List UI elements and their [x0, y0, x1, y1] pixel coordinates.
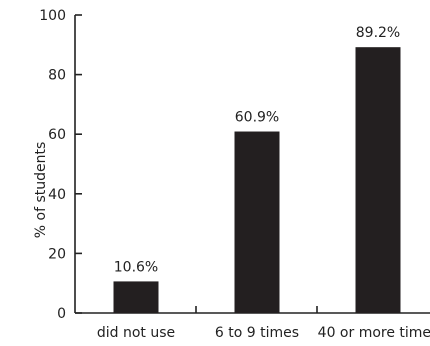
x-tick-label: 6 to 9 times: [215, 325, 299, 341]
y-tick-label: 40: [48, 187, 66, 203]
y-axis-label: % of students: [33, 142, 49, 239]
bar: [356, 47, 401, 313]
y-tick-label: 60: [48, 127, 66, 143]
x-tick-label: did not use: [97, 325, 175, 341]
y-tick-label: 100: [39, 8, 66, 24]
bar-value-label: 89.2%: [356, 25, 400, 41]
y-tick-label: 0: [57, 306, 66, 322]
y-tick-label: 80: [48, 68, 66, 84]
bar-value-label: 60.9%: [235, 110, 279, 126]
bar: [114, 281, 159, 313]
bar-value-label: 10.6%: [114, 259, 158, 275]
y-tick-label: 20: [48, 246, 66, 262]
bar: [235, 132, 280, 313]
x-tick-label: 40 or more times: [318, 325, 430, 341]
